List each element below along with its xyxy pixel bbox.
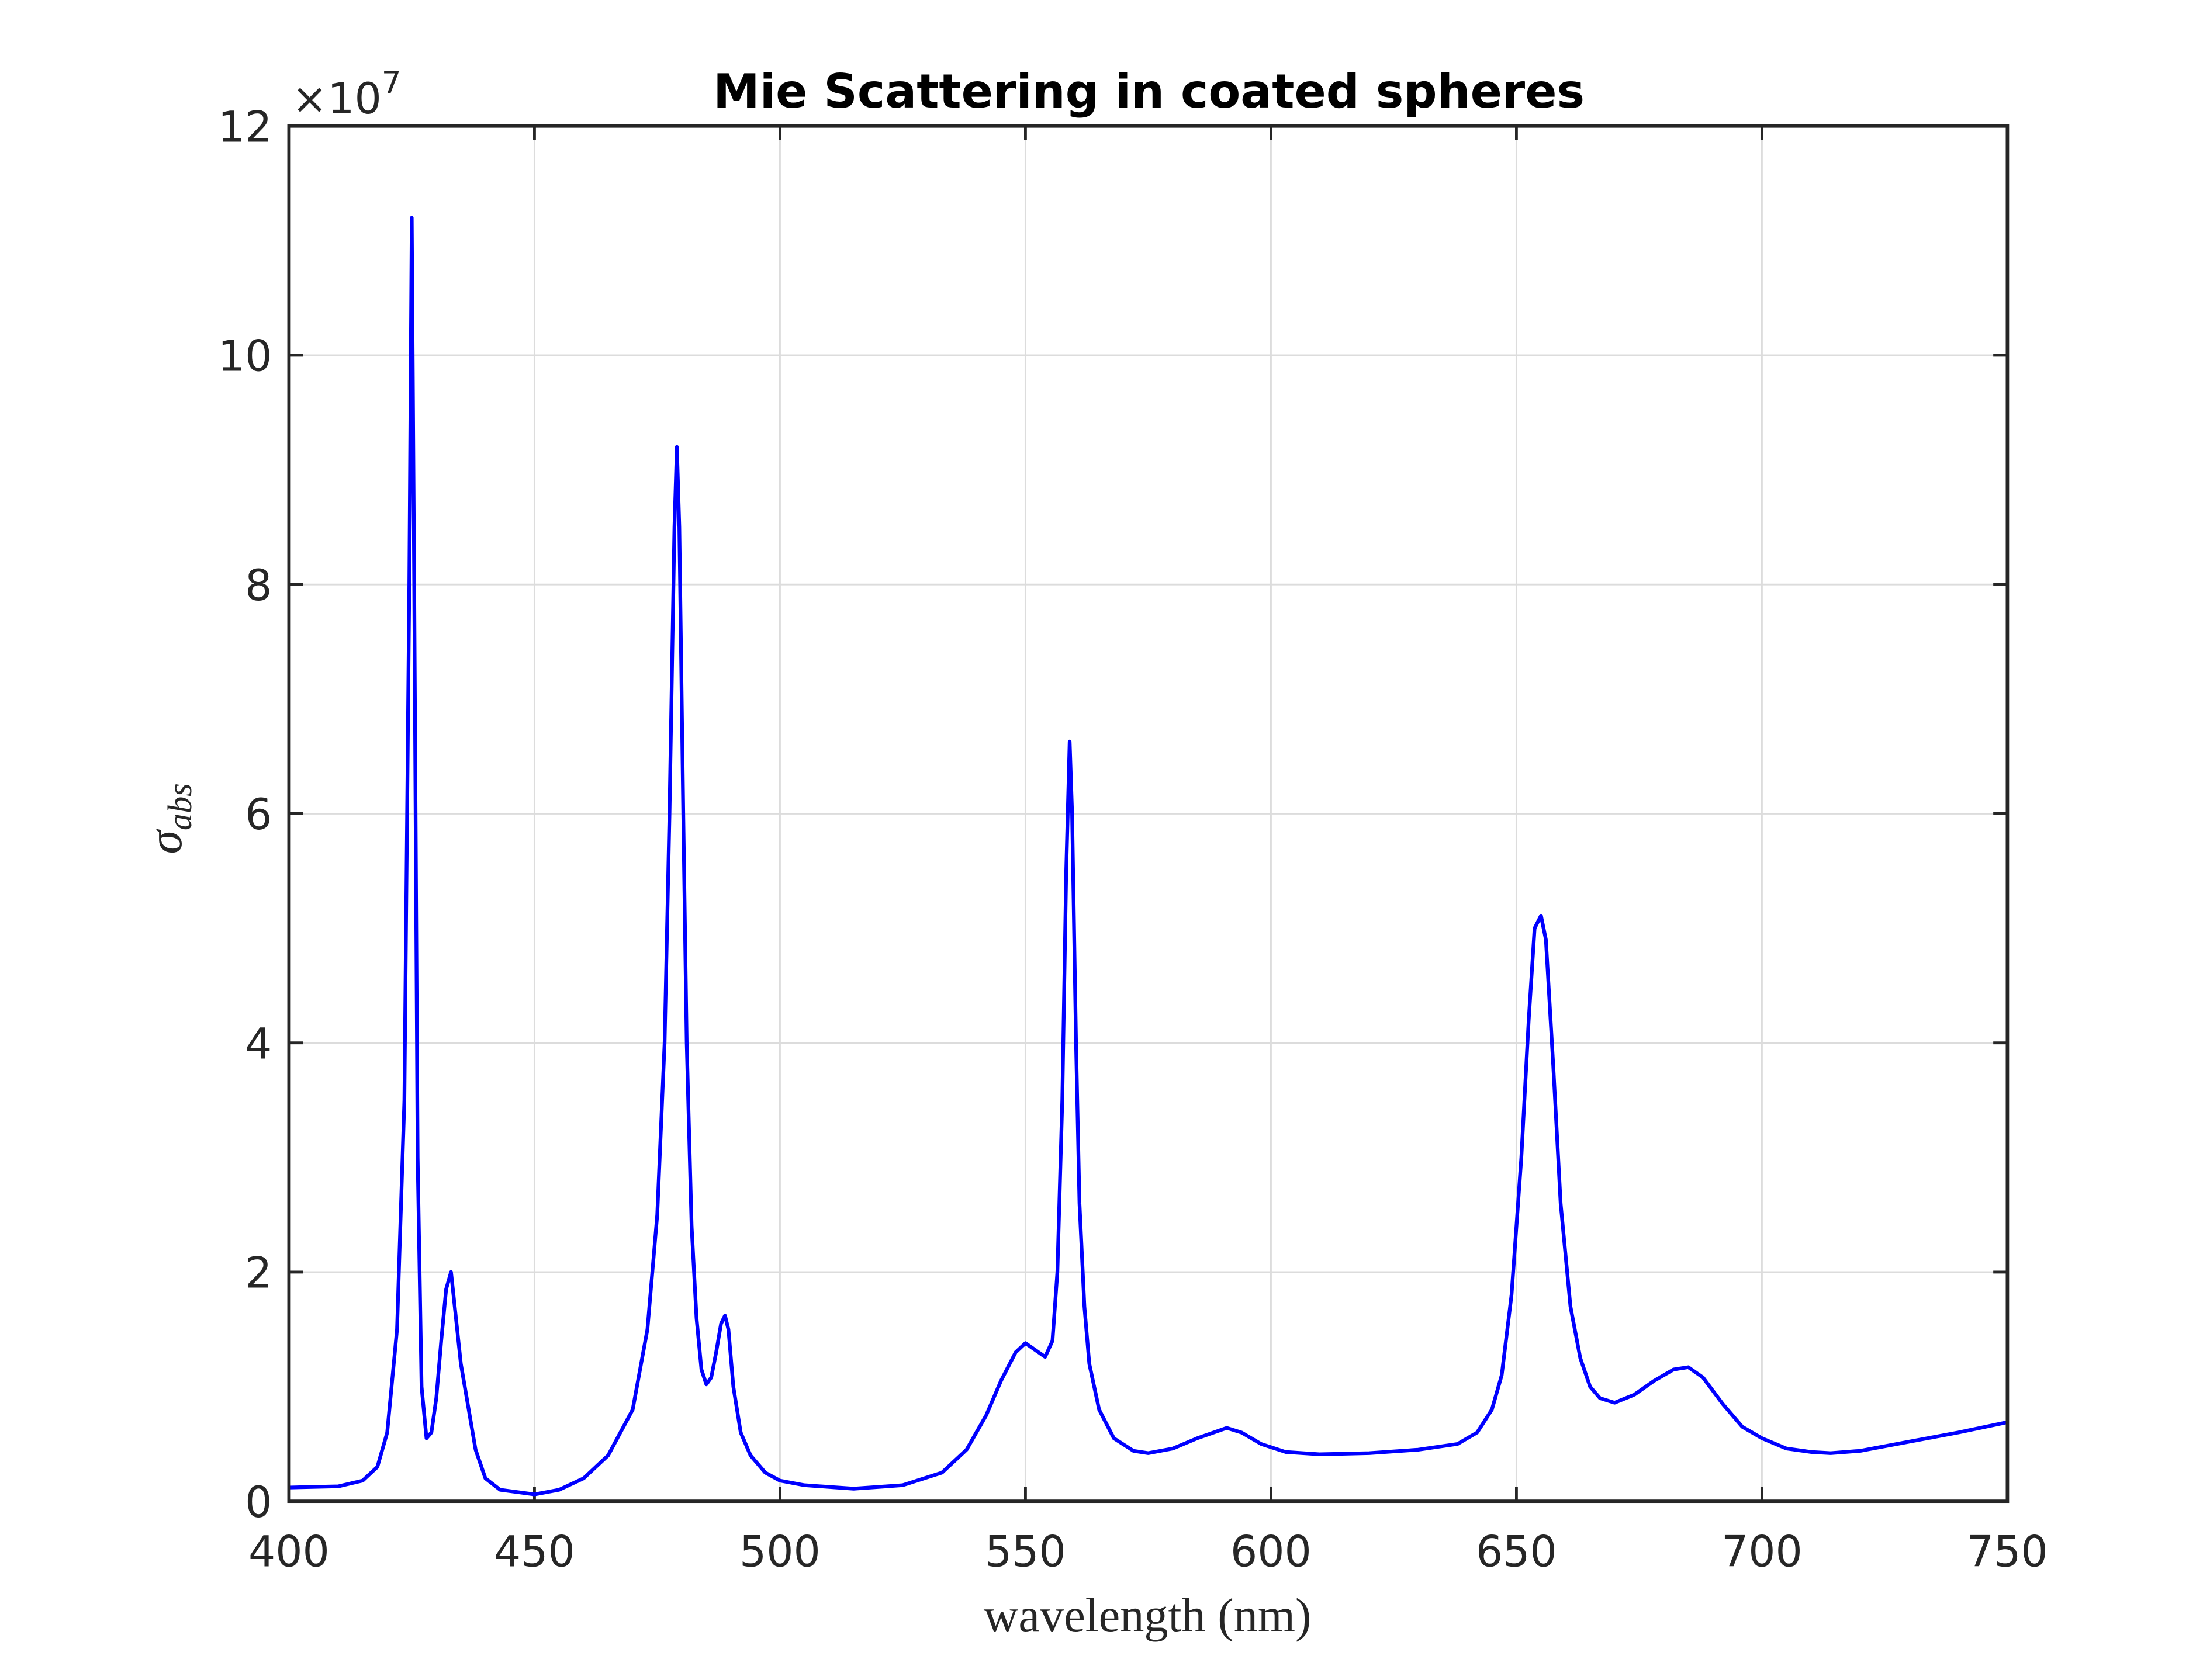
y-tick-label: 12 <box>218 103 272 152</box>
x-tick-label: 400 <box>248 1528 330 1577</box>
y-label-symbol: σ <box>139 829 192 854</box>
data-line <box>289 216 2008 1497</box>
y-axis-label: σabs <box>139 783 199 854</box>
y-label-subscript: abs <box>161 783 199 830</box>
y-multiplier: ×107 <box>292 65 401 124</box>
y-tick-label: 10 <box>218 332 272 382</box>
plot-frame <box>287 124 2010 1504</box>
y-tick-label: 0 <box>245 1478 272 1527</box>
y-tick-label: 2 <box>245 1249 272 1298</box>
x-tick-label: 500 <box>739 1528 821 1577</box>
chart-title: Mie Scattering in coated spheres <box>713 64 1585 119</box>
y-tick-label: 8 <box>245 562 272 611</box>
y-tick-label: 6 <box>245 791 272 840</box>
x-tick-label: 550 <box>985 1528 1066 1577</box>
x-tick-label: 600 <box>1230 1528 1312 1577</box>
y-tick-label: 4 <box>245 1020 272 1069</box>
multiplier-exponent: 7 <box>382 65 402 101</box>
multiplier-base: ×10 <box>292 75 381 124</box>
x-tick-label: 750 <box>1967 1528 2048 1577</box>
x-tick-label: 450 <box>494 1528 575 1577</box>
x-tick-label: 700 <box>1721 1528 1803 1577</box>
x-axis-label: wavelength (nm) <box>984 1589 1312 1642</box>
x-tick-label: 650 <box>1476 1528 1557 1577</box>
